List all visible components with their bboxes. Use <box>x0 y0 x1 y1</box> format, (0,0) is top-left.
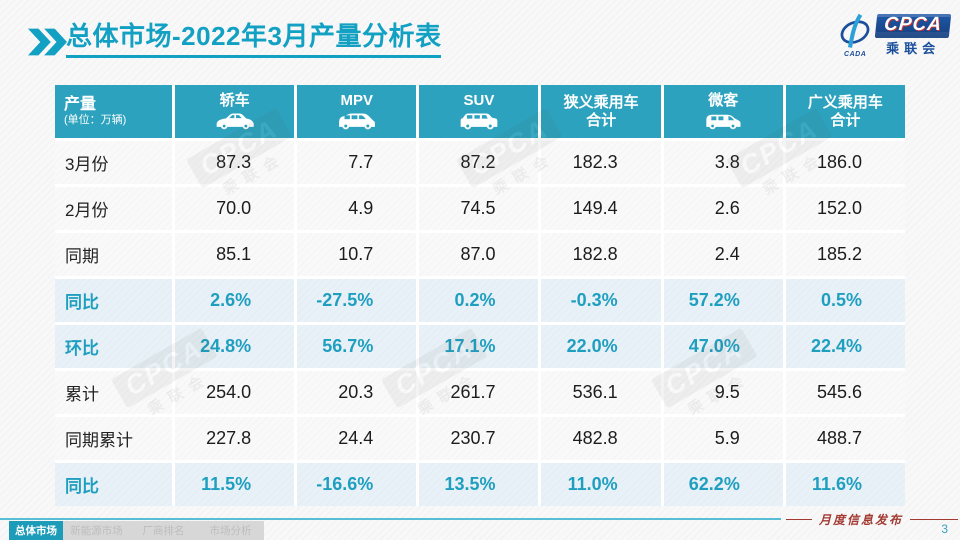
header-production-title: 产量 <box>64 95 97 113</box>
title-chevron-icon <box>27 27 67 62</box>
header-label: MPV <box>340 92 373 110</box>
table-cell: 10.7 <box>297 233 417 276</box>
cpca-chinese-name: 乘联会 <box>886 41 941 57</box>
table-cell: 261.7 <box>419 371 539 414</box>
table-cell: 70.0 <box>175 187 295 230</box>
cpca-acronym: CPCA <box>874 13 952 38</box>
header-cell-1: MPV <box>297 85 417 138</box>
header-label: 微客 <box>708 92 739 110</box>
table-cell: 22.0% <box>541 325 661 368</box>
table-cell: 149.4 <box>541 187 661 230</box>
footer-tab-0[interactable]: 总体市场 <box>9 521 63 540</box>
table-cell: -27.5% <box>297 279 417 322</box>
table-row-label: 同比 <box>55 279 172 322</box>
table-cell: 87.0 <box>419 233 539 276</box>
table-cell: 62.2% <box>663 463 783 506</box>
header-cell-0: 轿车 <box>175 85 295 138</box>
table-cell: 11.5% <box>175 463 295 506</box>
header-cell-production: 产量 (单位：万辆) <box>55 85 172 138</box>
table-cell: -16.6% <box>297 463 417 506</box>
table-cell: 87.2 <box>419 141 539 184</box>
table-cell: 185.2 <box>785 233 905 276</box>
table-cell: 3.8 <box>663 141 783 184</box>
table-cell: 11.0% <box>541 463 661 506</box>
table-cell: 7.7 <box>297 141 417 184</box>
emblem-text: CADA <box>844 51 867 58</box>
table-row-label: 2月份 <box>55 187 172 230</box>
publication-dash-left <box>785 518 812 520</box>
cpca-logo: CADA CPCA 乘联会 <box>837 13 952 58</box>
table-row-label: 累计 <box>55 371 172 414</box>
production-table: 产量 (单位：万辆) 轿车 MPV SUV 狭义乘用车 合计 微客 广义乘用车 合计 3月份 87… <box>55 85 905 506</box>
footer-tab-bar: 总体市场 新能源市场 厂商排名 市场分析 <box>9 521 264 540</box>
footer-tab-1[interactable]: 新能源市场 <box>63 521 130 540</box>
table-cell: 230.7 <box>419 417 539 460</box>
page-title: 总体市场-2022年3月产量分析表 <box>66 21 442 59</box>
table-cell: 24.4 <box>297 417 417 460</box>
table-cell: 17.1% <box>419 325 539 368</box>
header-label: 广义乘用车 合计 <box>807 93 883 129</box>
table-cell: 9.5 <box>663 371 783 414</box>
table-row-label: 同期 <box>55 233 172 276</box>
table-cell: 22.4% <box>785 325 905 368</box>
table-cell: 482.8 <box>541 417 661 460</box>
table-cell: 0.2% <box>419 279 539 322</box>
table-cell: 227.8 <box>175 417 295 460</box>
table-cell: 57.2% <box>663 279 783 322</box>
footer-divider: 月度信息发布 <box>0 511 958 528</box>
table-cell: 152.0 <box>785 187 905 230</box>
table-cell: 56.7% <box>297 325 417 368</box>
table-cell: 545.6 <box>785 371 905 414</box>
header-label: SUV <box>463 92 495 110</box>
table-cell: 13.5% <box>419 463 539 506</box>
publication-text: 月度信息发布 <box>818 512 903 527</box>
table-cell: 186.0 <box>785 141 905 184</box>
microvan-icon <box>703 111 743 131</box>
table-row-label: 同比 <box>55 463 172 506</box>
cpca-emblem-swoosh-icon: CADA <box>837 13 873 58</box>
header-cell-5: 广义乘用车 合计 <box>785 85 905 138</box>
table-cell: 20.3 <box>297 371 417 414</box>
header-cell-2: SUV <box>419 85 539 138</box>
sedan-icon <box>215 111 255 131</box>
table-cell: 4.9 <box>297 187 417 230</box>
table-cell: 182.3 <box>541 141 661 184</box>
table-cell: 11.6% <box>785 463 905 506</box>
table-cell: 47.0% <box>663 325 783 368</box>
header-label: 狭义乘用车 合计 <box>563 93 639 129</box>
publication-dash-right <box>910 518 958 520</box>
table-row-label: 3月份 <box>55 141 172 184</box>
table-row-label: 环比 <box>55 325 172 368</box>
table-cell: 2.6 <box>663 187 783 230</box>
header-label: 轿车 <box>219 92 250 110</box>
table-cell: 2.6% <box>175 279 295 322</box>
table-cell: 87.3 <box>175 141 295 184</box>
table-cell: 2.4 <box>663 233 783 276</box>
suv-icon <box>459 111 499 131</box>
table-cell: -0.3% <box>541 279 661 322</box>
header-production-unit: (单位：万辆) <box>64 114 127 127</box>
table-row-label: 同期累计 <box>55 417 172 460</box>
table-cell: 0.5% <box>785 279 905 322</box>
table-cell: 24.8% <box>175 325 295 368</box>
table-cell: 254.0 <box>175 371 295 414</box>
footer-tab-2[interactable]: 厂商排名 <box>130 521 197 540</box>
publication-label: 月度信息发布 <box>785 511 958 528</box>
table-cell: 536.1 <box>541 371 661 414</box>
table-cell: 182.8 <box>541 233 661 276</box>
header-cell-4: 微客 <box>663 85 783 138</box>
mpv-icon <box>337 111 377 131</box>
header-cell-3: 狭义乘用车 合计 <box>541 85 661 138</box>
page-number: 3 <box>941 522 948 536</box>
footer-tab-3[interactable]: 市场分析 <box>197 521 264 540</box>
table-cell: 5.9 <box>663 417 783 460</box>
table-cell: 74.5 <box>419 187 539 230</box>
footer-teal-line <box>0 518 781 520</box>
table-cell: 488.7 <box>785 417 905 460</box>
table-cell: 85.1 <box>175 233 295 276</box>
